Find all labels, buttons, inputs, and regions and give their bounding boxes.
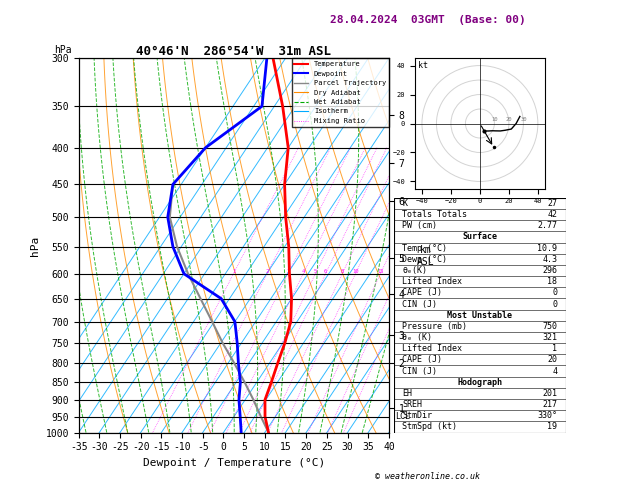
Legend: Temperature, Dewpoint, Parcel Trajectory, Dry Adiabat, Wet Adiabat, Isotherm, Mi: Temperature, Dewpoint, Parcel Trajectory…: [292, 58, 389, 127]
Text: 201: 201: [542, 389, 557, 398]
Text: θₑ (K): θₑ (K): [403, 333, 432, 342]
Text: 5: 5: [314, 269, 317, 274]
Text: SREH: SREH: [403, 400, 422, 409]
Text: 750: 750: [542, 322, 557, 331]
Text: kt: kt: [418, 61, 428, 70]
Text: 8: 8: [340, 269, 344, 274]
Text: 4: 4: [552, 366, 557, 376]
Text: Lifted Index: Lifted Index: [403, 344, 462, 353]
X-axis label: Dewpoint / Temperature (°C): Dewpoint / Temperature (°C): [143, 458, 325, 468]
Text: CIN (J): CIN (J): [403, 299, 437, 309]
Text: 1: 1: [232, 269, 235, 274]
Text: CIN (J): CIN (J): [403, 366, 437, 376]
Text: Pressure (mb): Pressure (mb): [403, 322, 467, 331]
Text: 42: 42: [547, 210, 557, 219]
Text: Totals Totals: Totals Totals: [403, 210, 467, 219]
Text: StmDir: StmDir: [403, 411, 432, 420]
Text: 28.04.2024  03GMT  (Base: 00): 28.04.2024 03GMT (Base: 00): [330, 15, 526, 25]
Text: 0: 0: [552, 299, 557, 309]
Text: 3: 3: [286, 269, 289, 274]
Text: CAPE (J): CAPE (J): [403, 288, 442, 297]
Text: 321: 321: [542, 333, 557, 342]
Text: θₑ(K): θₑ(K): [403, 266, 427, 275]
Text: 15: 15: [377, 269, 384, 274]
Text: 217: 217: [542, 400, 557, 409]
Text: Surface: Surface: [462, 232, 498, 242]
Text: 4.3: 4.3: [542, 255, 557, 264]
Text: 0: 0: [552, 288, 557, 297]
Text: © weatheronline.co.uk: © weatheronline.co.uk: [376, 472, 480, 481]
Text: K: K: [403, 199, 408, 208]
Text: Temp (°C): Temp (°C): [403, 243, 447, 253]
Text: hPa: hPa: [54, 45, 72, 54]
Text: Hodograph: Hodograph: [457, 378, 503, 387]
Text: StmSpd (kt): StmSpd (kt): [403, 422, 457, 432]
Text: PW (cm): PW (cm): [403, 221, 437, 230]
Text: 2: 2: [265, 269, 269, 274]
Text: 10.9: 10.9: [538, 243, 557, 253]
Text: 6: 6: [324, 269, 327, 274]
Text: 27: 27: [547, 199, 557, 208]
Y-axis label: hPa: hPa: [30, 235, 40, 256]
Text: 10: 10: [352, 269, 359, 274]
Text: 20: 20: [547, 355, 557, 364]
Text: 4: 4: [301, 269, 305, 274]
Text: CAPE (J): CAPE (J): [403, 355, 442, 364]
Text: Most Unstable: Most Unstable: [447, 311, 513, 320]
Text: EH: EH: [403, 389, 413, 398]
Text: 2.77: 2.77: [538, 221, 557, 230]
Text: 20: 20: [506, 117, 512, 122]
Title: 40°46'N  286°54'W  31m ASL: 40°46'N 286°54'W 31m ASL: [136, 45, 331, 58]
Text: Lifted Index: Lifted Index: [403, 277, 462, 286]
Text: 30: 30: [520, 117, 526, 122]
Text: Dewp (°C): Dewp (°C): [403, 255, 447, 264]
Text: 296: 296: [542, 266, 557, 275]
Text: 10: 10: [491, 117, 498, 122]
Text: 1: 1: [552, 344, 557, 353]
Text: 330°: 330°: [538, 411, 557, 420]
Text: 18: 18: [547, 277, 557, 286]
Text: 19: 19: [547, 422, 557, 432]
Y-axis label: km
ASL: km ASL: [416, 245, 434, 267]
Text: LCL: LCL: [395, 412, 410, 421]
